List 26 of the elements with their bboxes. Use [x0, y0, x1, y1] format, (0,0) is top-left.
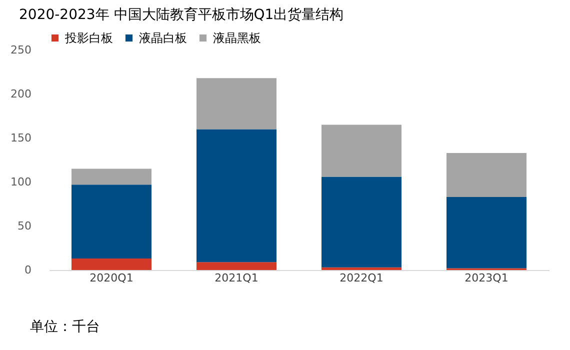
text: 单位：千台 [30, 318, 100, 336]
x-tick-label: 2021Q1 [214, 272, 258, 284]
bar [72, 168, 152, 185]
bar [446, 152, 526, 197]
legend-label: 投影白板 [64, 31, 113, 45]
chart-title: 2020-2023年 中国大陆教育平板市场Q1出货量结构 [19, 6, 344, 23]
y-tick-label: 0 [24, 264, 32, 276]
bar [322, 267, 402, 270]
bar [196, 262, 276, 270]
y-tick-label: 50 [18, 220, 32, 232]
bar [446, 196, 526, 268]
x-tick-label: 2022Q1 [340, 272, 384, 284]
legend-label: 液晶白板 [139, 31, 187, 45]
y-tick-label: 100 [10, 176, 32, 188]
y-tick-label: 200 [10, 88, 32, 100]
y-tick-label: 150 [10, 132, 32, 144]
x-tick-label: 2020Q1 [90, 272, 134, 284]
x-tick-label: 2023Q1 [464, 272, 508, 284]
bar [322, 124, 402, 177]
legend-label: 液晶黑板 [213, 31, 261, 45]
y-tick-label: 250 [10, 44, 32, 56]
bar [196, 129, 276, 262]
bar [72, 258, 152, 270]
bar [322, 176, 402, 268]
bar [196, 78, 276, 130]
bar [72, 184, 152, 259]
